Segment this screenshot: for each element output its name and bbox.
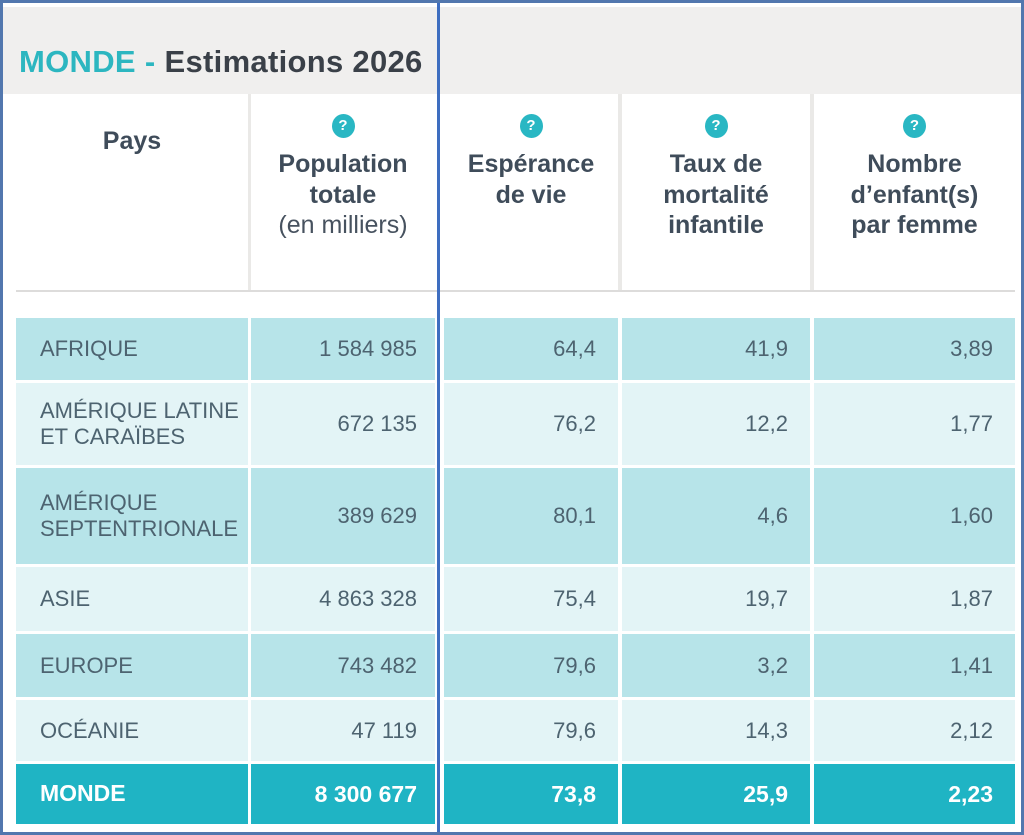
enfants-cell: 1,77 — [814, 383, 1015, 465]
column-header-population: ? Population totale (en milliers) — [251, 94, 435, 292]
title-suffix: Estimations 2026 — [164, 44, 423, 79]
column-gap — [618, 94, 622, 292]
esperance-cell: 76,2 — [444, 383, 618, 465]
column-header-esperance: ? Espérance de vie — [444, 94, 618, 292]
column-label: Espérance de vie — [467, 150, 595, 209]
esperance-cell: 79,6 — [444, 700, 618, 761]
mortalite-cell: 14,3 — [622, 700, 810, 761]
region-cell: AFRIQUE — [16, 318, 248, 380]
esperance-cell: 73,8 — [444, 764, 618, 824]
enfants-cell: 3,89 — [814, 318, 1015, 380]
help-icon[interactable]: ? — [331, 114, 355, 138]
enfants-cell: 1,60 — [814, 468, 1015, 564]
esperance-cell: 79,6 — [444, 634, 618, 697]
column-label: Population totale — [278, 150, 408, 209]
column-label: Taux de mortalité infantile — [663, 150, 769, 239]
esperance-cell: 64,4 — [444, 318, 618, 380]
enfants-cell: 1,87 — [814, 567, 1015, 631]
data-table: Pays ? Population totale (en milliers) ?… — [16, 94, 1015, 824]
mortalite-cell: 12,2 — [622, 383, 810, 465]
help-icon[interactable]: ? — [704, 114, 728, 138]
help-icon[interactable]: ? — [519, 114, 543, 138]
esperance-cell: 80,1 — [444, 468, 618, 564]
table-footer-row: MONDE 8 300 677 73,8 25,9 2,23 — [16, 764, 1015, 824]
region-cell: AMÉRIQUE SEPTENTRIONALE — [16, 468, 248, 564]
enfants-cell: 2,23 — [814, 764, 1015, 824]
column-sublabel: (en milliers) — [278, 211, 408, 239]
help-icon[interactable]: ? — [903, 114, 926, 138]
table-row: OCÉANIE 47 119 79,6 14,3 2,12 — [16, 700, 1015, 761]
title-band: MONDE - Estimations 2026 — [3, 7, 1021, 94]
population-cell: 1 584 985 — [251, 318, 435, 380]
region-cell: MONDE — [16, 764, 248, 824]
column-gap — [810, 94, 814, 292]
population-cell: 389 629 — [251, 468, 435, 564]
region-cell: ASIE — [16, 567, 248, 631]
mortalite-cell: 41,9 — [622, 318, 810, 380]
column-header-enfants: ? Nombre d’enfant(s) par femme — [814, 94, 1015, 292]
region-cell: OCÉANIE — [16, 700, 248, 761]
column-label: Pays — [102, 127, 162, 155]
column-header-pays: Pays — [16, 94, 248, 292]
population-cell: 743 482 — [251, 634, 435, 697]
column-label: Nombre d’enfant(s) par femme — [850, 150, 979, 239]
title-separator: - — [144, 44, 156, 79]
panel-divider — [437, 3, 440, 832]
table-row: AFRIQUE 1 584 985 64,4 41,9 3,89 — [16, 318, 1015, 380]
header-spacer — [16, 292, 1015, 318]
table-row: ASIE 4 863 328 75,4 19,7 1,87 — [16, 567, 1015, 631]
column-header-mortalite: ? Taux de mortalité infantile — [622, 94, 810, 292]
population-cell: 4 863 328 — [251, 567, 435, 631]
table-row: EUROPE 743 482 79,6 3,2 1,41 — [16, 634, 1015, 697]
table-row: AMÉRIQUE SEPTENTRIONALE 389 629 80,1 4,6… — [16, 468, 1015, 564]
region-cell: AMÉRIQUE LATINE ET CARAÏBES — [16, 383, 248, 465]
population-cell: 47 119 — [251, 700, 435, 761]
enfants-cell: 2,12 — [814, 700, 1015, 761]
mortalite-cell: 19,7 — [622, 567, 810, 631]
title-region: MONDE — [19, 44, 136, 79]
enfants-cell: 1,41 — [814, 634, 1015, 697]
population-cell: 8 300 677 — [251, 764, 435, 824]
population-cell: 672 135 — [251, 383, 435, 465]
column-gap — [248, 94, 251, 292]
page-title: MONDE - Estimations 2026 — [19, 44, 423, 80]
esperance-cell: 75,4 — [444, 567, 618, 631]
mortalite-cell: 3,2 — [622, 634, 810, 697]
mortalite-cell: 4,6 — [622, 468, 810, 564]
region-cell: EUROPE — [16, 634, 248, 697]
table-header-row: Pays ? Population totale (en milliers) ?… — [16, 94, 1015, 292]
mortalite-cell: 25,9 — [622, 764, 810, 824]
table-row: AMÉRIQUE LATINE ET CARAÏBES 672 135 76,2… — [16, 383, 1015, 465]
